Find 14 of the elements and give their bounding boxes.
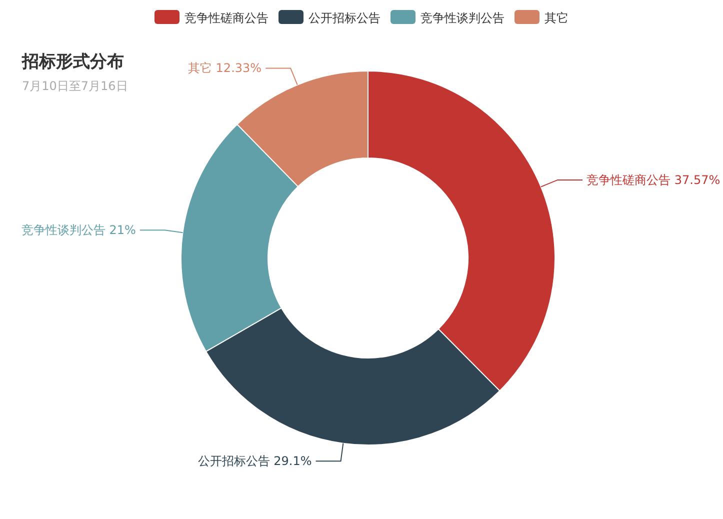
slice-label: 竞争性磋商公告 [586,172,674,187]
slice-label: 公开招标公告 [198,454,274,468]
slice-label: 竞争性谈判公告 [21,223,110,238]
text: 7月10日至7月16日 [22,79,128,93]
legend-label: 其它 [544,11,568,25]
data-label: 29.1% [274,454,312,468]
legend-label: 竞争性磋商公告 [184,11,268,25]
data-label: 37.57% [674,172,720,187]
legend-label: 公开招标公告 [308,11,380,25]
text: 招标形式分布 [21,52,124,72]
slice-label: 其它 [188,61,216,76]
data-label: 12.33% [216,61,262,76]
legend-label: 竞争性谈判公告 [420,11,504,25]
data-label: 21% [109,223,136,238]
